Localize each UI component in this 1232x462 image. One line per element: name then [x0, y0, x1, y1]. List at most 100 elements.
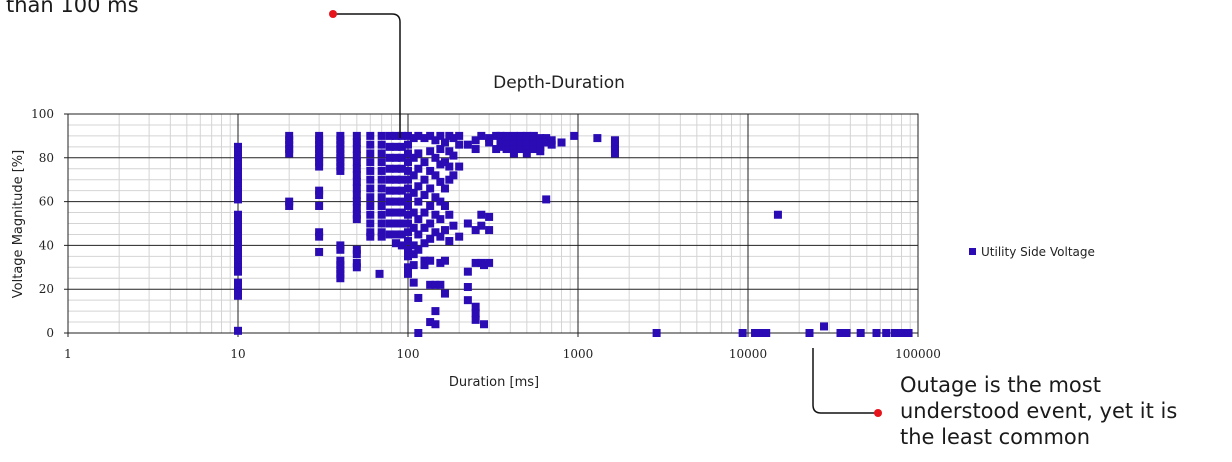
data-point — [234, 173, 242, 182]
data-point — [426, 219, 435, 228]
data-point — [234, 254, 242, 263]
data-point — [445, 162, 454, 171]
data-point — [414, 230, 423, 239]
data-point — [234, 195, 242, 204]
data-point — [436, 258, 445, 267]
data-point — [397, 186, 406, 195]
legend-marker — [969, 248, 976, 255]
data-point — [285, 201, 294, 210]
data-point — [445, 131, 454, 140]
data-point — [385, 208, 394, 217]
y-axis-label: Voltage Magnitude [%] — [11, 150, 26, 298]
data-point — [516, 136, 525, 145]
data-point — [882, 329, 891, 337]
y-tick-label: 0 — [46, 326, 54, 340]
data-point — [436, 160, 445, 169]
data-point — [426, 318, 435, 327]
data-point — [436, 197, 445, 206]
data-point — [315, 158, 324, 167]
y-tick-label: 60 — [39, 195, 54, 209]
data-point — [352, 191, 361, 200]
data-point — [404, 219, 412, 228]
data-points — [234, 131, 913, 337]
data-point — [536, 142, 545, 151]
data-point — [352, 204, 361, 213]
data-point — [385, 230, 394, 239]
data-point — [485, 258, 494, 267]
data-point — [397, 142, 406, 151]
callout-bottom-line — [812, 348, 878, 414]
data-point — [420, 191, 429, 200]
data-point — [377, 166, 386, 175]
data-point — [502, 136, 511, 145]
data-point — [463, 283, 472, 292]
data-point — [420, 261, 429, 270]
data-point — [404, 210, 412, 219]
data-point — [805, 329, 814, 337]
data-point — [392, 131, 401, 140]
data-point — [352, 158, 361, 167]
data-point — [366, 158, 375, 167]
data-point — [420, 134, 429, 143]
data-point — [234, 147, 242, 156]
data-point — [426, 201, 435, 210]
data-point — [449, 171, 458, 180]
data-point — [414, 182, 423, 191]
data-point — [377, 193, 386, 202]
data-point — [522, 140, 531, 149]
data-point — [385, 219, 394, 228]
data-point — [440, 289, 449, 298]
data-point — [414, 245, 423, 254]
data-point — [397, 241, 406, 250]
data-point — [445, 237, 454, 246]
data-point — [234, 191, 242, 200]
chart-title: Depth-Duration — [493, 73, 625, 93]
data-point — [315, 186, 324, 195]
data-point — [336, 241, 345, 250]
data-point — [820, 322, 829, 331]
data-point — [420, 223, 429, 232]
data-point — [570, 131, 579, 140]
data-point — [471, 309, 480, 318]
data-point — [455, 232, 464, 241]
data-point — [426, 147, 435, 156]
data-point — [409, 241, 418, 250]
data-point — [234, 182, 242, 191]
x-tick-label: 10 — [230, 347, 245, 361]
data-point — [436, 215, 445, 224]
data-point — [409, 208, 418, 217]
data-point — [234, 164, 242, 173]
data-point — [336, 136, 345, 145]
data-point — [449, 134, 458, 143]
data-point — [414, 215, 423, 224]
data-point — [315, 149, 324, 158]
data-point — [352, 177, 361, 186]
data-point — [529, 145, 538, 154]
data-point — [404, 201, 412, 210]
data-point — [477, 210, 486, 219]
data-point — [440, 184, 449, 193]
legend: Utility Side Voltage — [969, 245, 1095, 259]
data-point — [449, 151, 458, 160]
tick-labels: 1 10 100 1000 10000 100000 0 20 40 60 80 100 — [31, 107, 941, 361]
data-point — [414, 164, 423, 173]
data-point — [440, 256, 449, 265]
data-point — [404, 184, 412, 193]
data-point — [336, 261, 345, 270]
data-point — [529, 131, 538, 140]
data-point — [234, 215, 242, 224]
data-point — [463, 219, 472, 228]
data-point — [315, 153, 324, 162]
data-point — [352, 145, 361, 154]
data-point — [409, 261, 418, 270]
data-point — [315, 140, 324, 149]
data-point — [426, 184, 435, 193]
data-point — [234, 155, 242, 164]
data-point — [431, 280, 440, 289]
callout-bottom-text: Outage is the most understood event, yet… — [900, 373, 1178, 449]
data-point — [463, 140, 472, 149]
data-point — [492, 145, 501, 154]
data-point — [509, 145, 518, 154]
data-point — [516, 145, 525, 154]
data-point — [445, 147, 454, 156]
